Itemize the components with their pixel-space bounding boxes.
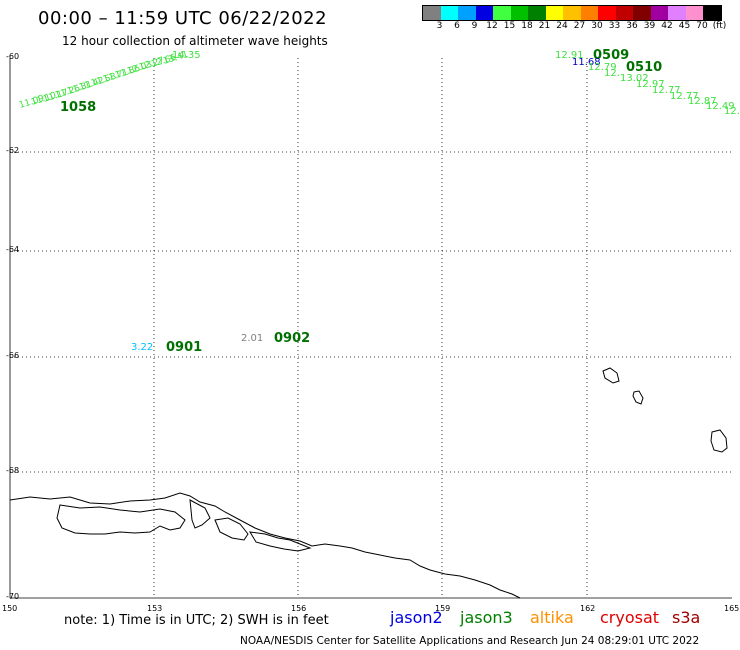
track-point-label: 12.49: [706, 101, 735, 112]
lat-label: -64: [6, 245, 20, 254]
colorbar-swatch: [580, 6, 598, 20]
colorbar-swatch: [545, 6, 563, 20]
lat-label: -60: [6, 52, 20, 61]
colorbar-label: 39: [643, 21, 656, 31]
colorbar-swatch: [598, 6, 616, 20]
colorbar-label: 24: [556, 21, 568, 31]
antarctic-coast: [9, 492, 521, 599]
footer-credit: NOAA/NESDIS Center for Satellite Applica…: [240, 635, 700, 647]
colorbar-swatch: [510, 6, 528, 20]
coastline: [9, 367, 728, 599]
track-point-label: 12.87: [688, 96, 717, 107]
pass-label-0509: 0509: [593, 48, 630, 63]
track-point-label: 14.35: [172, 50, 201, 61]
colorbar-label: (ft): [712, 21, 727, 31]
colorbar-label: 36: [626, 21, 638, 31]
island-2: [632, 390, 644, 405]
map-title: 00:00 – 11:59 UTC 06/22/2022: [38, 8, 328, 29]
track-point-label: 12.79: [588, 62, 617, 73]
colorbar-swatch: [475, 6, 493, 20]
satellite-cryosat: cryosat: [600, 608, 660, 627]
colorbar-label: 27: [573, 21, 586, 31]
lon-label: 150: [2, 604, 18, 613]
map-subtitle: 12 hour collection of altimeter wave hei…: [62, 34, 328, 48]
colorbar-swatch: [493, 6, 511, 20]
lon-label: 153: [147, 604, 163, 613]
grid-lines: [10, 58, 732, 598]
track-point-label: 12.97: [636, 79, 665, 90]
colorbar-label: 30: [591, 21, 603, 31]
colorbar-label: 42: [661, 21, 673, 31]
colorbar-legend: [422, 5, 722, 21]
track-point-label: 12.: [604, 68, 620, 79]
lon-label: 156: [291, 604, 307, 613]
bay-outline: [249, 531, 312, 552]
track-point-label: 2.01: [241, 333, 264, 344]
track-point-label: 12.77: [670, 91, 699, 102]
colorbar-swatch: [633, 6, 651, 20]
peninsula-outline: [189, 499, 211, 529]
lon-label: 165: [724, 604, 740, 613]
pass-label-0901: 0901: [166, 340, 203, 355]
satellite-jason3: jason3: [460, 608, 513, 627]
colorbar-swatch: [703, 6, 721, 20]
lat-label: -62: [6, 146, 20, 155]
colorbar-swatch: [458, 6, 476, 20]
note-text: note: 1) Time is in UTC; 2) SWH is in fe…: [64, 613, 329, 628]
colorbar-label: 15: [503, 21, 516, 31]
lon-label: 162: [580, 604, 596, 613]
colorbar-swatch: [650, 6, 668, 20]
colorbar-label: 21: [538, 21, 551, 31]
colorbar-swatch: [563, 6, 581, 20]
track-1058-labels: 11.09 11.10 11.17 11.26 11.31 11.42 11.5…: [18, 50, 190, 110]
colorbar-label: 70: [696, 21, 708, 31]
plot-frame: [9, 58, 732, 599]
satellite-s3a: s3a: [672, 608, 701, 627]
lat-label: -68: [6, 466, 20, 475]
lon-label: 159: [435, 604, 451, 613]
ice-shelf-outline: [56, 504, 186, 535]
track-point-label: 3.22: [131, 342, 154, 353]
colorbar-swatch: [615, 6, 633, 20]
colorbar-label: 45: [678, 21, 691, 31]
track-point-label: 11.68: [572, 57, 601, 68]
colorbar-swatch: [685, 6, 703, 20]
colorbar-swatch: [668, 6, 686, 20]
colorbar-swatch: [440, 6, 458, 20]
pass-label-0510: 0510: [626, 60, 663, 75]
colorbar-swatch: [528, 6, 546, 20]
track-point-label: 12.77: [652, 85, 681, 96]
lat-label: -70: [6, 592, 20, 601]
island-3: [710, 429, 728, 453]
colorbar-swatch: [423, 6, 441, 20]
satellite-altika: altika: [530, 608, 574, 627]
colorbar-label: 3: [436, 21, 443, 31]
island-1: [602, 367, 620, 384]
colorbar-label: 18: [521, 21, 533, 31]
track-point-label: 12.: [724, 106, 740, 117]
colorbar-label: 6: [454, 21, 460, 31]
track-point-label: 13.02: [620, 73, 649, 84]
pass-label-1058: 1058: [60, 100, 97, 115]
inlet-outline: [214, 517, 249, 541]
colorbar-labels: 3 6 9 12 15 18 21 24 27 30 33 36 39 42 45 70 (ft): [422, 21, 740, 33]
satellite-jason2: jason2: [390, 608, 443, 627]
lat-label: -66: [6, 351, 20, 360]
pass-label-0902: 0902: [274, 331, 311, 346]
track-point-label: 12.91: [555, 50, 584, 61]
colorbar-label: 12: [486, 21, 498, 31]
colorbar-label: 33: [608, 21, 621, 31]
colorbar-label: 9: [471, 21, 478, 31]
